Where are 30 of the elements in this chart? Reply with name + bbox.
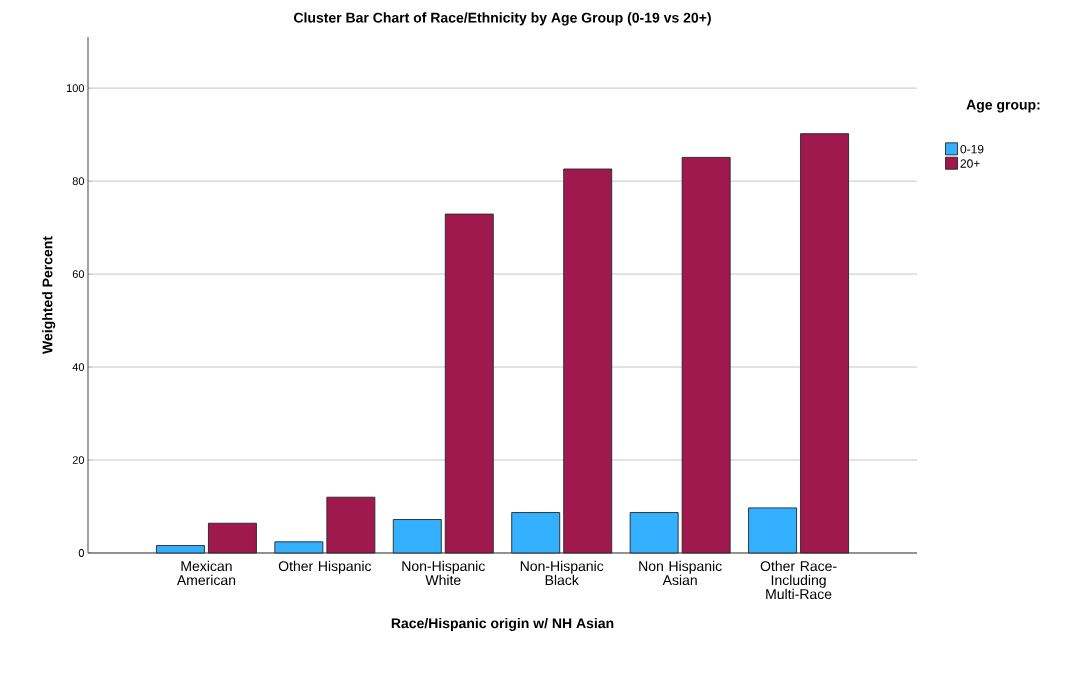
y-tick-label: 40 bbox=[72, 363, 85, 371]
y-tick-label: 0 bbox=[78, 549, 85, 557]
y-tick-label: 80 bbox=[72, 177, 85, 185]
bar bbox=[748, 507, 798, 554]
legend-label: 20+ bbox=[960, 159, 980, 168]
y-axis-title: Weighted Percent bbox=[42, 236, 56, 354]
y-tick-label: 60 bbox=[72, 270, 85, 278]
legend-title: Age group: bbox=[966, 99, 1040, 113]
bar bbox=[444, 213, 494, 554]
bar bbox=[629, 512, 679, 554]
bar bbox=[511, 512, 561, 554]
x-tick-label: Other Hispanic bbox=[278, 560, 372, 574]
bar bbox=[681, 156, 731, 554]
y-tick-label: 100 bbox=[66, 84, 85, 93]
bar bbox=[155, 545, 205, 554]
x-tick-label: Non Hispanic Asian bbox=[639, 560, 722, 586]
chart-title: Cluster Bar Chart of Race/Ethnicity by Age Group (0-19 vs 20+) bbox=[294, 12, 711, 26]
bar bbox=[392, 519, 442, 554]
x-tick-label: Mexican American bbox=[176, 560, 236, 586]
bar bbox=[274, 541, 324, 554]
x-tick-label: Other Race-Including Multi-Race bbox=[760, 560, 837, 600]
bar bbox=[800, 133, 850, 554]
bar bbox=[563, 168, 613, 554]
legend-label: 0-19 bbox=[960, 144, 984, 154]
bar bbox=[326, 496, 376, 554]
y-tick-label: 20 bbox=[72, 456, 85, 464]
x-tick-label: Non-Hispanic Black bbox=[520, 560, 604, 586]
x-tick-label: Non-Hispanic White bbox=[402, 560, 485, 586]
x-axis-title: Race/Hispanic origin w/ NH Asian bbox=[391, 617, 614, 632]
bar bbox=[207, 522, 257, 554]
